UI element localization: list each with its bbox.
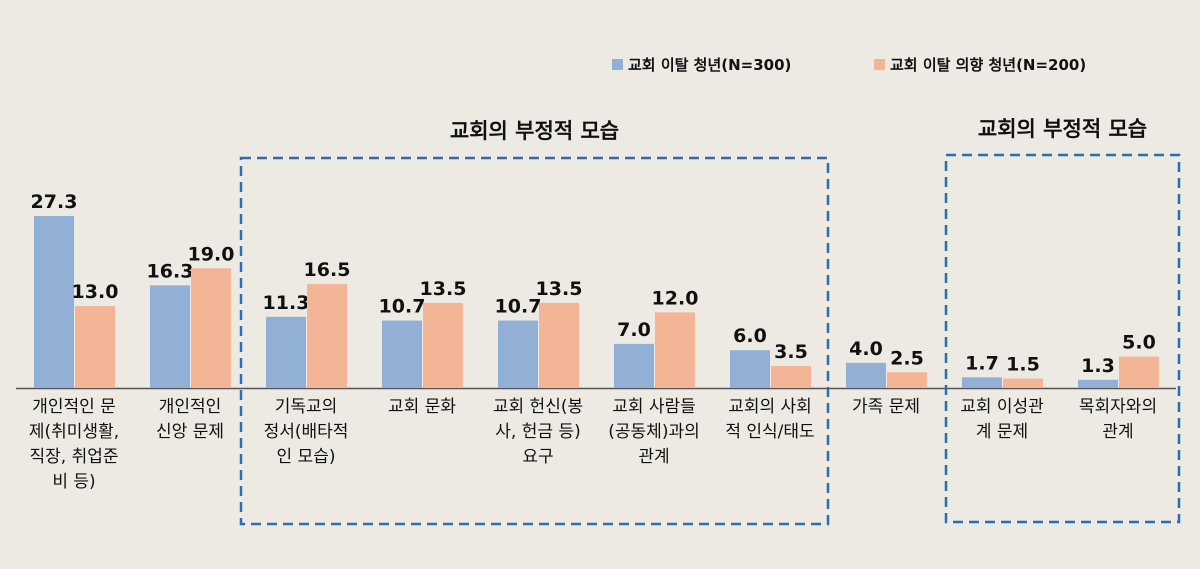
bar-series-2-cat-9	[1003, 378, 1043, 388]
category-label-1: 개인적인 문 제(취미생활, 직장, 취업준 비 등)	[29, 397, 119, 492]
category-label-7: 교회의 사회 적 인식/태도	[725, 397, 814, 442]
data-label-series-2-cat-8: 2.5	[890, 347, 924, 369]
data-label-series-2-cat-4: 13.5	[420, 278, 467, 300]
data-label-series-1-cat-9: 1.7	[965, 352, 999, 374]
bar-series-2-cat-8	[887, 372, 927, 388]
category-label-4: 교회 문화	[388, 397, 456, 417]
bar-series-2-cat-2	[191, 268, 231, 388]
bar-series-1-cat-10	[1078, 379, 1118, 388]
bar-series-2-cat-1	[75, 306, 115, 388]
bar-series-2-cat-3	[307, 284, 347, 388]
data-label-series-1-cat-2: 16.3	[147, 260, 194, 282]
legend-label-2: 교회 이탈 의향 청년(N=200)	[890, 56, 1086, 74]
dashed-annotation-box-1	[239, 156, 830, 526]
data-label-series-1-cat-3: 11.3	[263, 292, 310, 314]
legend-swatch-1	[612, 59, 623, 70]
category-label-8: 가족 문제	[852, 397, 920, 417]
bar-series-1-cat-6	[614, 343, 654, 388]
data-label-series-1-cat-1: 27.3	[31, 191, 78, 213]
bar-series-1-cat-9	[962, 377, 1002, 388]
bar-series-2-cat-10	[1119, 356, 1159, 388]
bar-series-1-cat-8	[846, 362, 886, 388]
data-label-series-1-cat-8: 4.0	[849, 338, 883, 360]
annotation-title-1: 교회의 부정적 모습	[450, 119, 619, 143]
category-label-5: 교회 헌신(봉 사, 헌금 등) 요구	[493, 397, 583, 467]
bar-series-1-cat-3	[266, 316, 306, 388]
data-label-series-1-cat-4: 10.7	[379, 296, 426, 318]
data-label-series-1-cat-10: 1.3	[1081, 355, 1115, 377]
category-label-9: 교회 이성관 계 문제	[960, 397, 1044, 442]
data-label-series-2-cat-7: 3.5	[774, 341, 808, 363]
category-label-6: 교회 사람들 (공동체)과의 관계	[608, 397, 699, 467]
legend-swatch-2	[874, 59, 885, 70]
data-label-series-2-cat-6: 12.0	[652, 287, 699, 309]
category-label-10: 목회자와의 관계	[1079, 397, 1157, 442]
data-label-series-2-cat-9: 1.5	[1006, 354, 1040, 376]
legend-label-1: 교회 이탈 청년(N=300)	[628, 56, 791, 74]
data-label-series-2-cat-10: 5.0	[1122, 332, 1156, 354]
bar-series-1-cat-2	[150, 285, 190, 388]
data-label-series-1-cat-7: 6.0	[733, 325, 767, 347]
data-label-series-2-cat-2: 19.0	[188, 243, 235, 265]
annotation-title-2: 교회의 부정적 모습	[978, 117, 1147, 141]
category-label-3: 기독교의 정서(배타적 인 모습)	[264, 397, 349, 467]
bar-series-2-cat-7	[771, 365, 811, 388]
data-label-series-2-cat-1: 13.0	[72, 281, 119, 303]
bar-series-1-cat-1	[34, 216, 74, 388]
data-label-series-2-cat-3: 16.5	[304, 259, 351, 281]
bar-series-2-cat-5	[539, 302, 579, 388]
data-label-series-2-cat-5: 13.5	[536, 278, 583, 300]
data-label-series-1-cat-5: 10.7	[495, 296, 542, 318]
bar-series-1-cat-5	[498, 320, 538, 388]
bar-series-2-cat-4	[423, 302, 463, 388]
bar-series-1-cat-7	[730, 350, 770, 388]
data-label-series-1-cat-6: 7.0	[617, 319, 651, 341]
dashed-annotation-box-2	[944, 153, 1181, 524]
bar-series-1-cat-4	[382, 320, 422, 388]
category-label-2: 개인적인 신앙 문제	[156, 397, 224, 442]
bar-series-2-cat-6	[655, 312, 695, 388]
